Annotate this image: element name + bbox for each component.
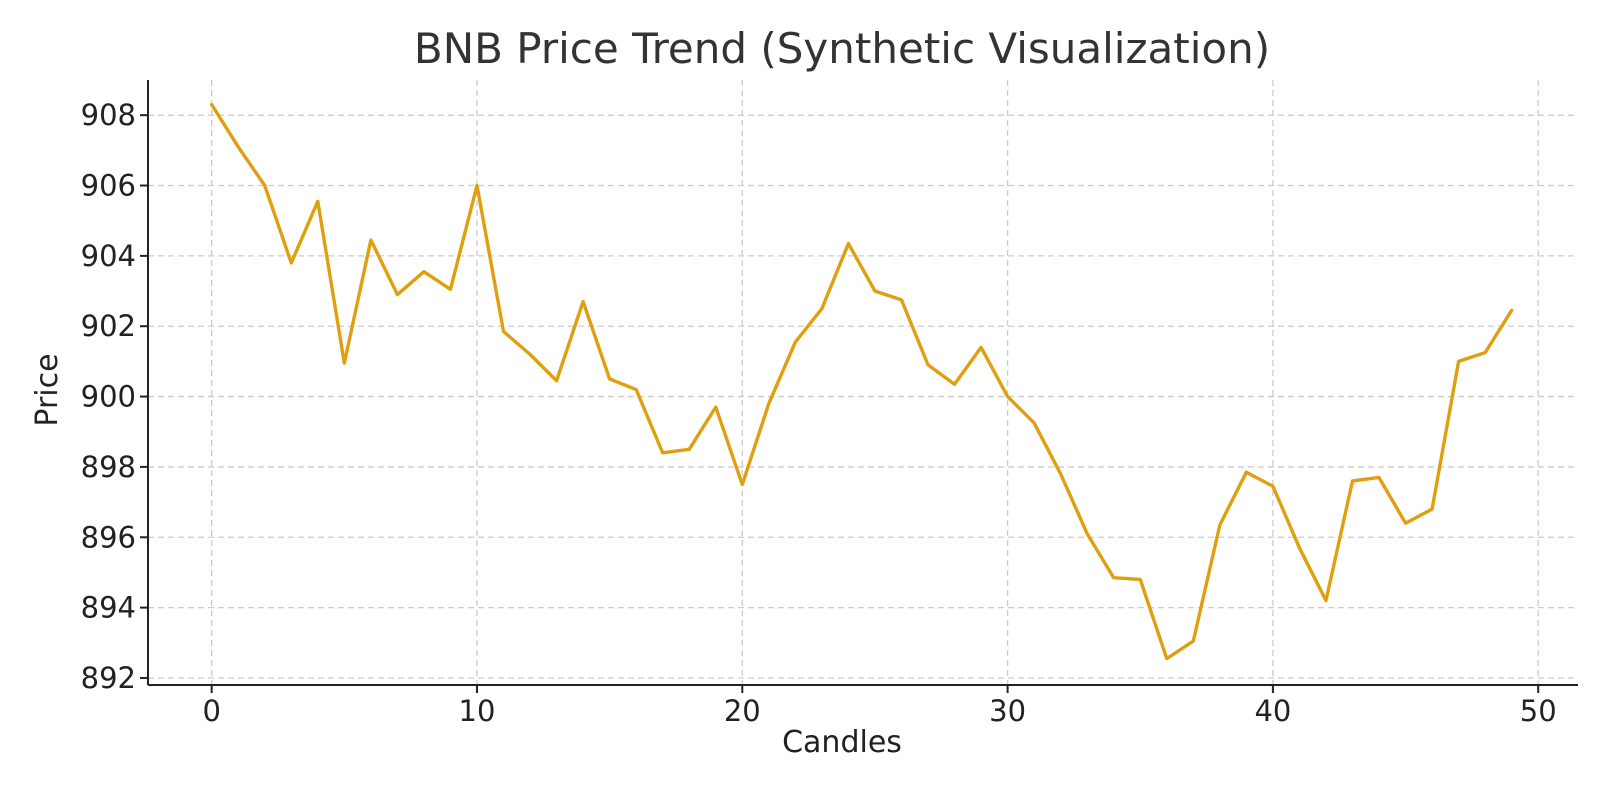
chart-title: BNB Price Trend (Synthetic Visualization…: [414, 24, 1270, 73]
y-axis-label: Price: [30, 353, 65, 426]
y-tick-label: 900: [81, 380, 136, 414]
y-tick-label: 898: [81, 450, 136, 484]
x-axis-label: Candles: [782, 725, 902, 760]
ticks: 0 10 20 30 40 50 892 894 896 898 900 902 904 906 908: [81, 98, 1557, 728]
y-tick-label: 896: [81, 520, 136, 554]
y-tick-label: 906: [81, 169, 136, 203]
y-tick-label: 894: [81, 591, 136, 625]
x-tick-label: 10: [459, 694, 496, 728]
price-series-line: [209, 102, 1514, 661]
y-tick-label: 908: [81, 98, 136, 132]
x-tick-label: 30: [989, 694, 1026, 728]
x-tick-label: 0: [202, 694, 220, 728]
series: [209, 102, 1514, 661]
y-tick-label: 902: [81, 309, 136, 343]
x-tick-label: 20: [724, 694, 761, 728]
x-tick-label: 40: [1254, 694, 1291, 728]
y-tick-label: 892: [81, 661, 136, 695]
grid: [148, 80, 1578, 685]
x-tick-label: 50: [1520, 694, 1557, 728]
y-tick-label: 904: [81, 239, 136, 273]
axes: [147, 80, 1578, 686]
